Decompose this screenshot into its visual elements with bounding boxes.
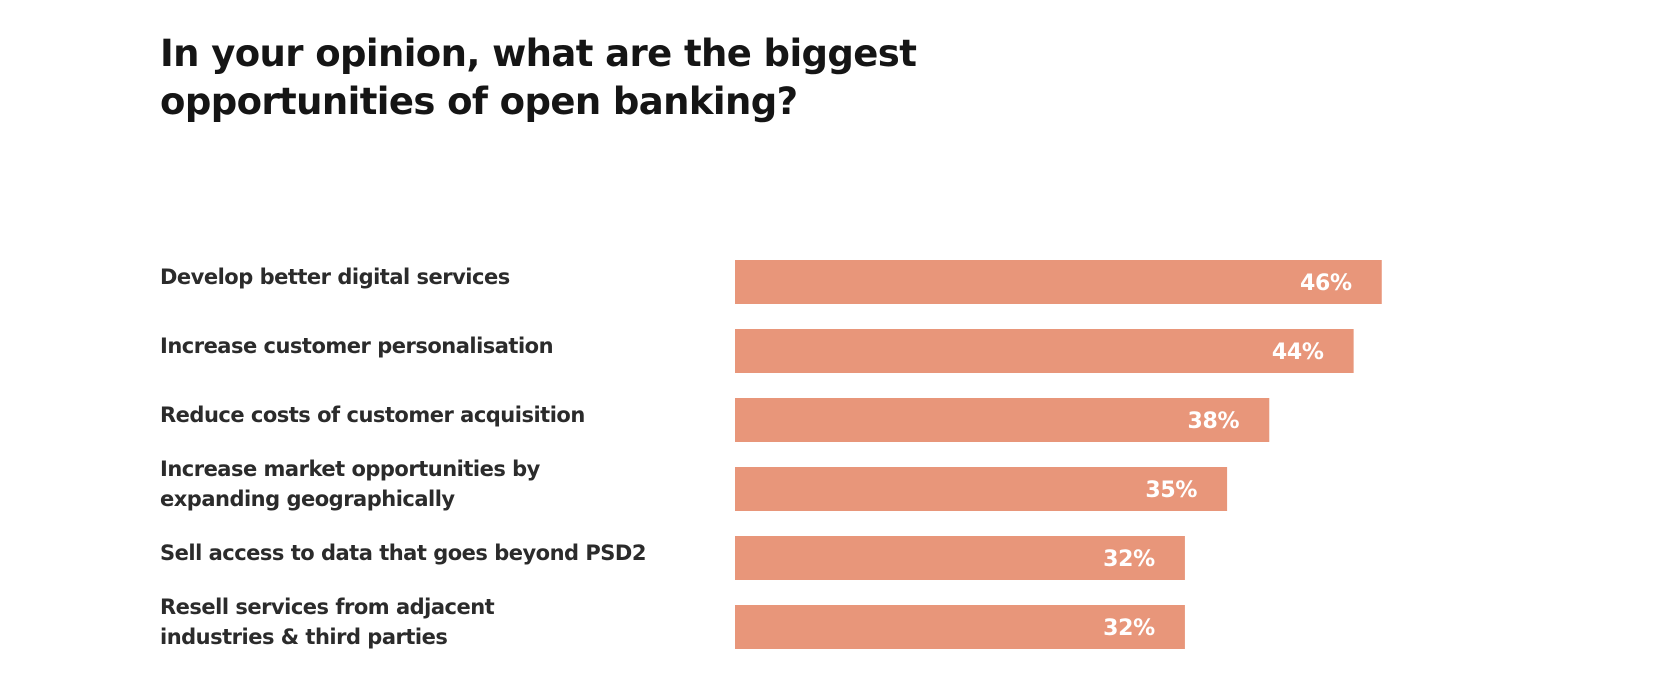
bar-value-label: 44%	[1272, 340, 1324, 365]
bar-value-label: 32%	[1103, 616, 1155, 641]
category-label: Resell services from adjacent industries …	[160, 595, 495, 649]
bar-value-label: 46%	[1300, 271, 1352, 296]
bar	[735, 329, 1354, 373]
category-label: Increase market opportunities by expandin…	[160, 457, 541, 511]
bar-value-label: 32%	[1103, 547, 1155, 572]
bar-value-label: 38%	[1188, 409, 1240, 434]
bar	[735, 605, 1185, 649]
bar-value-label: 35%	[1145, 478, 1197, 503]
bar	[735, 467, 1228, 511]
bar	[735, 260, 1382, 304]
category-label: Reduce costs of customer acquisition	[160, 403, 585, 427]
category-label: Sell access to data that goes beyond PSD…	[160, 541, 646, 565]
category-label: Increase customer personalisation	[160, 334, 553, 358]
bar	[735, 398, 1270, 442]
chart-title: In your opinion, what are the biggest op…	[160, 32, 917, 123]
bar	[735, 536, 1185, 580]
category-label: Develop better digital services	[160, 265, 510, 289]
